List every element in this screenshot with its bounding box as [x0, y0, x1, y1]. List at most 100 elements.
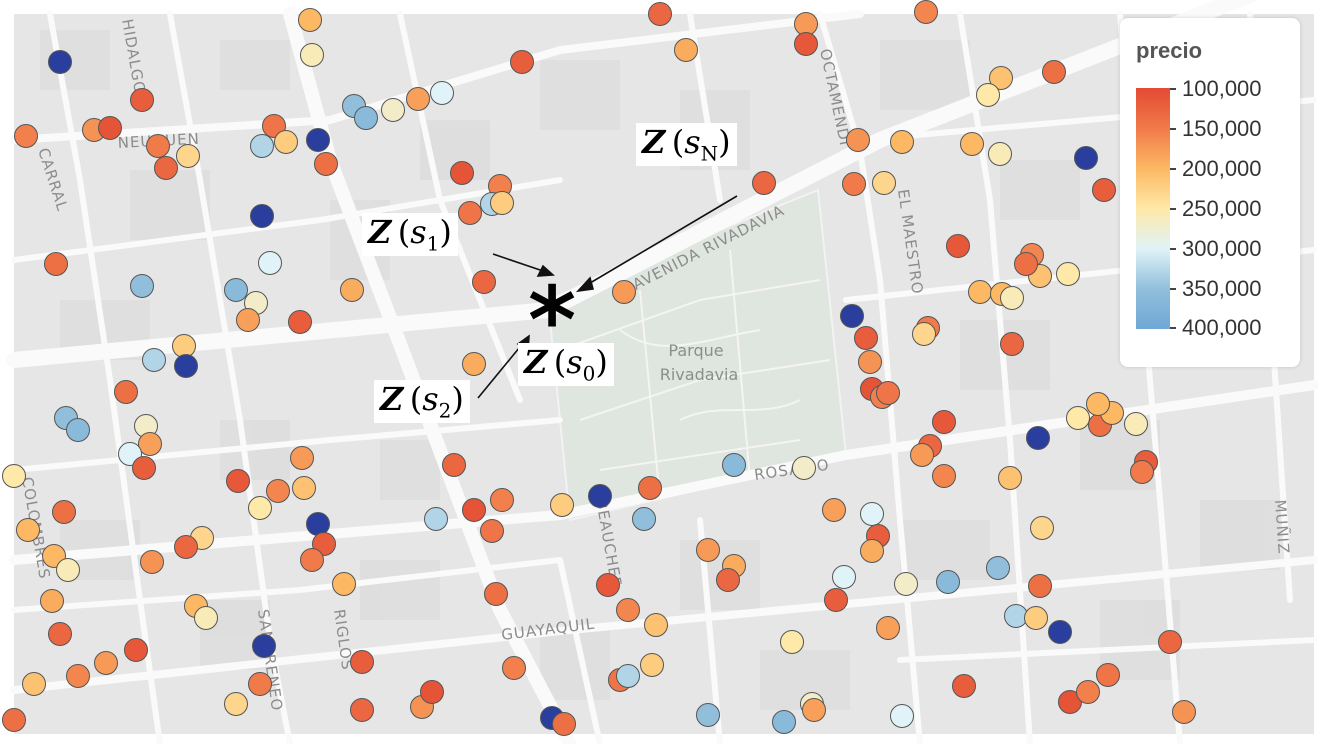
price-point-marker[interactable] — [1000, 286, 1024, 310]
price-point-marker[interactable] — [332, 572, 356, 596]
price-point-marker[interactable] — [194, 606, 218, 630]
price-point-marker[interactable] — [1000, 332, 1024, 356]
price-point-marker[interactable] — [612, 280, 636, 304]
price-point-marker[interactable] — [420, 680, 444, 704]
price-point-marker[interactable] — [872, 171, 896, 195]
price-point-marker[interactable] — [1158, 630, 1182, 654]
price-point-marker[interactable] — [860, 539, 884, 563]
price-point-marker[interactable] — [381, 98, 405, 122]
price-point-marker[interactable] — [22, 672, 46, 696]
price-point-marker[interactable] — [472, 270, 496, 294]
price-point-marker[interactable] — [638, 476, 662, 500]
price-point-marker[interactable] — [1086, 392, 1110, 416]
price-point-marker[interactable] — [510, 50, 534, 74]
price-point-marker[interactable] — [484, 582, 508, 606]
price-point-marker[interactable] — [94, 651, 118, 675]
price-point-marker[interactable] — [1124, 412, 1148, 436]
price-point-marker[interactable] — [462, 498, 486, 522]
price-point-marker[interactable] — [48, 622, 72, 646]
price-point-marker[interactable] — [480, 519, 504, 543]
price-point-marker[interactable] — [132, 456, 156, 480]
price-point-marker[interactable] — [442, 453, 466, 477]
price-point-marker[interactable] — [350, 650, 374, 674]
price-point-marker[interactable] — [752, 171, 776, 195]
price-point-marker[interactable] — [66, 664, 90, 688]
price-point-marker[interactable] — [1026, 426, 1050, 450]
price-point-marker[interactable] — [130, 88, 154, 112]
price-point-marker[interactable] — [14, 124, 38, 148]
price-point-marker[interactable] — [832, 565, 856, 589]
price-point-marker[interactable] — [588, 484, 612, 508]
price-point-marker[interactable] — [300, 43, 324, 67]
price-point-marker[interactable] — [490, 191, 514, 215]
price-point-marker[interactable] — [840, 304, 864, 328]
price-point-marker[interactable] — [142, 348, 166, 372]
price-point-marker[interactable] — [1048, 620, 1072, 644]
price-point-marker[interactable] — [250, 204, 274, 228]
price-point-marker[interactable] — [792, 456, 816, 480]
price-point-marker[interactable] — [1172, 700, 1196, 724]
price-point-marker[interactable] — [1030, 516, 1054, 540]
price-point-marker[interactable] — [932, 410, 956, 434]
price-point-marker[interactable] — [912, 322, 936, 346]
price-point-marker[interactable] — [876, 381, 900, 405]
price-point-marker[interactable] — [1028, 574, 1052, 598]
price-point-marker[interactable] — [802, 698, 826, 722]
price-point-marker[interactable] — [502, 656, 526, 680]
price-point-marker[interactable] — [846, 128, 870, 152]
price-point-marker[interactable] — [674, 38, 698, 62]
price-point-marker[interactable] — [130, 274, 154, 298]
price-point-marker[interactable] — [252, 634, 276, 658]
price-point-marker[interactable] — [1014, 252, 1038, 276]
price-point-marker[interactable] — [1066, 406, 1090, 430]
price-point-marker[interactable] — [154, 156, 178, 180]
price-point-marker[interactable] — [988, 142, 1012, 166]
price-point-marker[interactable] — [66, 418, 90, 442]
price-point-marker[interactable] — [350, 698, 374, 722]
price-point-marker[interactable] — [52, 500, 76, 524]
price-point-marker[interactable] — [822, 498, 846, 522]
price-point-marker[interactable] — [430, 81, 454, 105]
price-point-marker[interactable] — [824, 588, 848, 612]
price-point-marker[interactable] — [124, 638, 148, 662]
price-point-marker[interactable] — [640, 653, 664, 677]
price-point-marker[interactable] — [140, 550, 164, 574]
price-point-marker[interactable] — [16, 518, 40, 542]
price-point-marker[interactable] — [462, 352, 486, 376]
price-point-marker[interactable] — [1056, 262, 1080, 286]
price-point-marker[interactable] — [340, 278, 364, 302]
price-point-marker[interactable] — [716, 568, 740, 592]
price-point-marker[interactable] — [648, 2, 672, 26]
price-point-marker[interactable] — [976, 83, 1000, 107]
price-point-marker[interactable] — [258, 251, 282, 275]
price-point-marker[interactable] — [306, 128, 330, 152]
price-point-marker[interactable] — [989, 66, 1013, 90]
price-point-marker[interactable] — [780, 630, 804, 654]
price-point-marker[interactable] — [274, 130, 298, 154]
price-point-marker[interactable] — [854, 326, 878, 350]
price-point-marker[interactable] — [314, 152, 338, 176]
price-point-marker[interactable] — [450, 161, 474, 185]
price-point-marker[interactable] — [306, 512, 330, 536]
price-point-marker[interactable] — [876, 616, 900, 640]
price-point-marker[interactable] — [1096, 663, 1120, 687]
price-point-marker[interactable] — [550, 493, 574, 517]
price-point-marker[interactable] — [596, 573, 620, 597]
price-point-marker[interactable] — [890, 704, 914, 728]
price-point-marker[interactable] — [354, 106, 378, 130]
price-point-marker[interactable] — [226, 469, 250, 493]
price-point-marker[interactable] — [946, 234, 970, 258]
price-point-marker[interactable] — [262, 114, 286, 138]
price-point-marker[interactable] — [914, 0, 938, 24]
price-point-marker[interactable] — [458, 201, 482, 225]
price-point-marker[interactable] — [490, 488, 514, 512]
price-point-marker[interactable] — [250, 134, 274, 158]
price-point-marker[interactable] — [858, 350, 882, 374]
price-point-marker[interactable] — [288, 310, 312, 334]
price-point-marker[interactable] — [56, 558, 80, 582]
price-point-marker[interactable] — [224, 692, 248, 716]
price-point-marker[interactable] — [40, 589, 64, 613]
price-point-marker[interactable] — [290, 446, 314, 470]
price-point-marker[interactable] — [772, 710, 796, 734]
